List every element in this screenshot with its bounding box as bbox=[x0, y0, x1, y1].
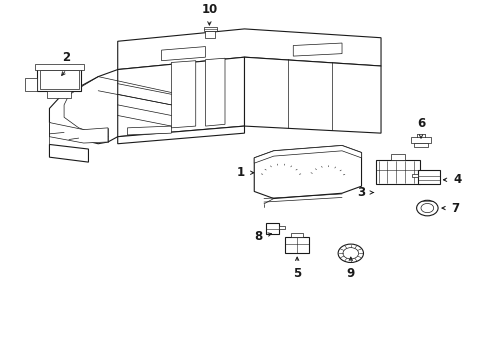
Polygon shape bbox=[417, 170, 439, 184]
Polygon shape bbox=[293, 43, 341, 56]
Polygon shape bbox=[266, 223, 279, 234]
Text: 4: 4 bbox=[452, 173, 461, 186]
Text: 5: 5 bbox=[292, 267, 301, 280]
Text: 1: 1 bbox=[236, 166, 244, 179]
Polygon shape bbox=[49, 122, 108, 143]
Polygon shape bbox=[40, 69, 79, 89]
Polygon shape bbox=[254, 145, 361, 163]
Polygon shape bbox=[49, 144, 88, 162]
Polygon shape bbox=[279, 226, 285, 229]
Polygon shape bbox=[35, 64, 83, 69]
Polygon shape bbox=[118, 126, 244, 144]
Polygon shape bbox=[411, 174, 417, 177]
Text: 10: 10 bbox=[201, 3, 217, 16]
Polygon shape bbox=[118, 57, 244, 137]
Polygon shape bbox=[118, 29, 380, 69]
Polygon shape bbox=[375, 159, 419, 184]
Polygon shape bbox=[37, 68, 81, 91]
Polygon shape bbox=[244, 57, 380, 133]
Polygon shape bbox=[291, 233, 303, 237]
Polygon shape bbox=[285, 237, 309, 253]
Polygon shape bbox=[413, 143, 427, 147]
Text: 7: 7 bbox=[451, 202, 459, 215]
Polygon shape bbox=[171, 61, 195, 128]
Text: 3: 3 bbox=[357, 186, 365, 199]
Text: 2: 2 bbox=[62, 51, 70, 64]
Polygon shape bbox=[161, 46, 205, 61]
Polygon shape bbox=[205, 58, 224, 126]
Polygon shape bbox=[47, 91, 71, 98]
Polygon shape bbox=[127, 126, 171, 135]
Polygon shape bbox=[254, 145, 361, 198]
Polygon shape bbox=[410, 138, 430, 143]
Polygon shape bbox=[203, 27, 217, 31]
Text: 8: 8 bbox=[253, 230, 262, 243]
Polygon shape bbox=[25, 78, 37, 91]
Polygon shape bbox=[390, 154, 405, 159]
Polygon shape bbox=[205, 31, 215, 39]
Text: 6: 6 bbox=[416, 117, 424, 130]
Text: 9: 9 bbox=[346, 267, 354, 280]
